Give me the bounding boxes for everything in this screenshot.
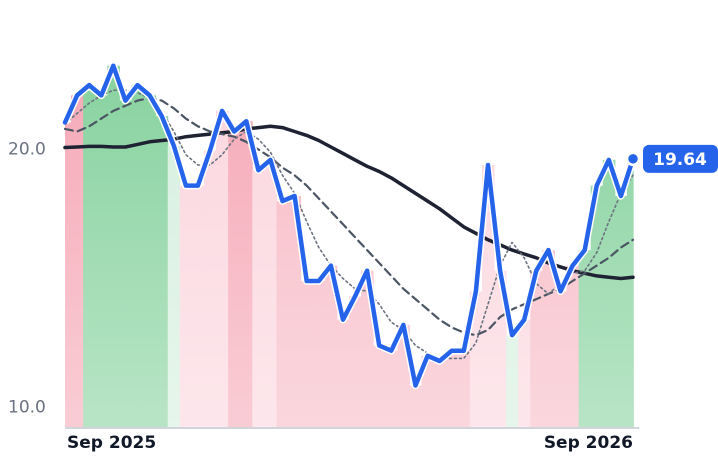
moving-average <box>63 124 635 281</box>
y-tick-label: 10.0 <box>8 397 46 417</box>
y-tick-label: 20.0 <box>8 140 46 160</box>
x-tick-label: Sep 2026 <box>544 433 633 453</box>
value-badge <box>643 144 718 173</box>
x-tick-label: Sep 2025 <box>67 433 156 453</box>
band-fade <box>65 0 633 428</box>
value-label: 19.64 <box>653 150 707 170</box>
price-line <box>62 63 636 388</box>
moving-average <box>63 96 635 337</box>
last-point <box>625 151 641 167</box>
